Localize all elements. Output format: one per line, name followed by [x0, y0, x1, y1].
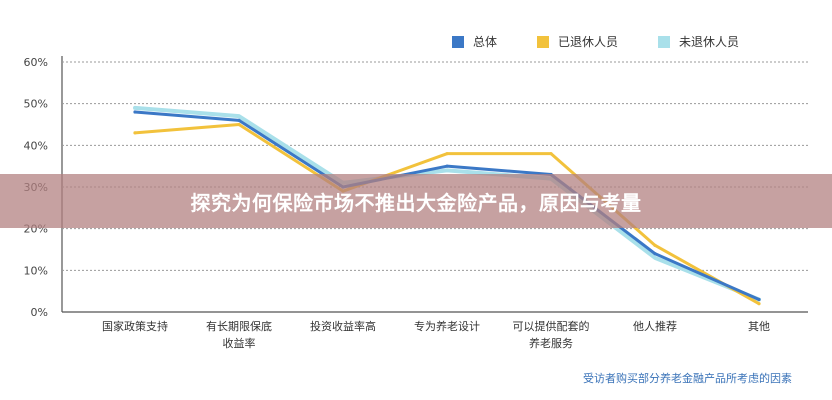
- data-point: [445, 168, 449, 172]
- y-tick-label: 50%: [24, 98, 48, 111]
- banner-title: 探究为何保险市场不推出大金险产品，原因与考量: [190, 190, 642, 215]
- data-point: [237, 122, 241, 127]
- y-tick-label: 40%: [24, 139, 48, 152]
- chart-source-note: 受访者购买部分养老金融产品所考虑的因素: [583, 372, 792, 385]
- x-tick-label: 收益率: [223, 336, 256, 350]
- legend-swatch-retired: [537, 35, 550, 48]
- data-point: [653, 243, 657, 247]
- data-point: [549, 152, 553, 156]
- data-point: [653, 256, 657, 260]
- legend-item-overall: 总体: [452, 33, 497, 50]
- data-point: [757, 302, 761, 306]
- x-tick-label: 投资收益率高: [310, 319, 376, 333]
- legend-item-not-retired: 未退休人员: [658, 33, 739, 50]
- legend-item-retired: 已退休人员: [537, 33, 618, 50]
- y-tick-label: 10%: [24, 264, 48, 277]
- legend-swatch-overall: [452, 35, 464, 48]
- legend-label-not-retired: 未退休人员: [679, 35, 740, 49]
- data-point: [133, 106, 137, 110]
- data-point: [445, 152, 449, 156]
- data-point: [133, 110, 137, 114]
- x-tick-label: 专为养老设计: [414, 319, 480, 333]
- y-tick-label: 0%: [31, 306, 48, 319]
- x-tick-label: 有长期限保底: [206, 319, 272, 333]
- data-point: [133, 131, 137, 135]
- x-tick-label: 他人推荐: [633, 319, 677, 333]
- legend-swatch-not-retired: [658, 35, 671, 48]
- data-point: [653, 252, 657, 256]
- data-point: [757, 297, 761, 302]
- x-tick-label: 养老服务: [529, 336, 573, 350]
- legend-label-overall: 总体: [473, 35, 498, 49]
- y-tick-label: 60%: [24, 56, 48, 69]
- data-point: [445, 164, 449, 168]
- legend-label-retired: 已退休人员: [558, 35, 619, 49]
- title-banner: 探究为何保险市场不推出大金险产品，原因与考量: [0, 174, 832, 228]
- chart-legend: 总体 已退休人员 未退休人员: [452, 33, 779, 50]
- x-tick-label: 其他: [748, 320, 770, 333]
- data-point: [237, 118, 241, 122]
- x-tick-label: 可以提供配套的: [513, 319, 590, 333]
- x-tick-label: 国家政策支持: [102, 319, 168, 333]
- data-point: [237, 114, 241, 118]
